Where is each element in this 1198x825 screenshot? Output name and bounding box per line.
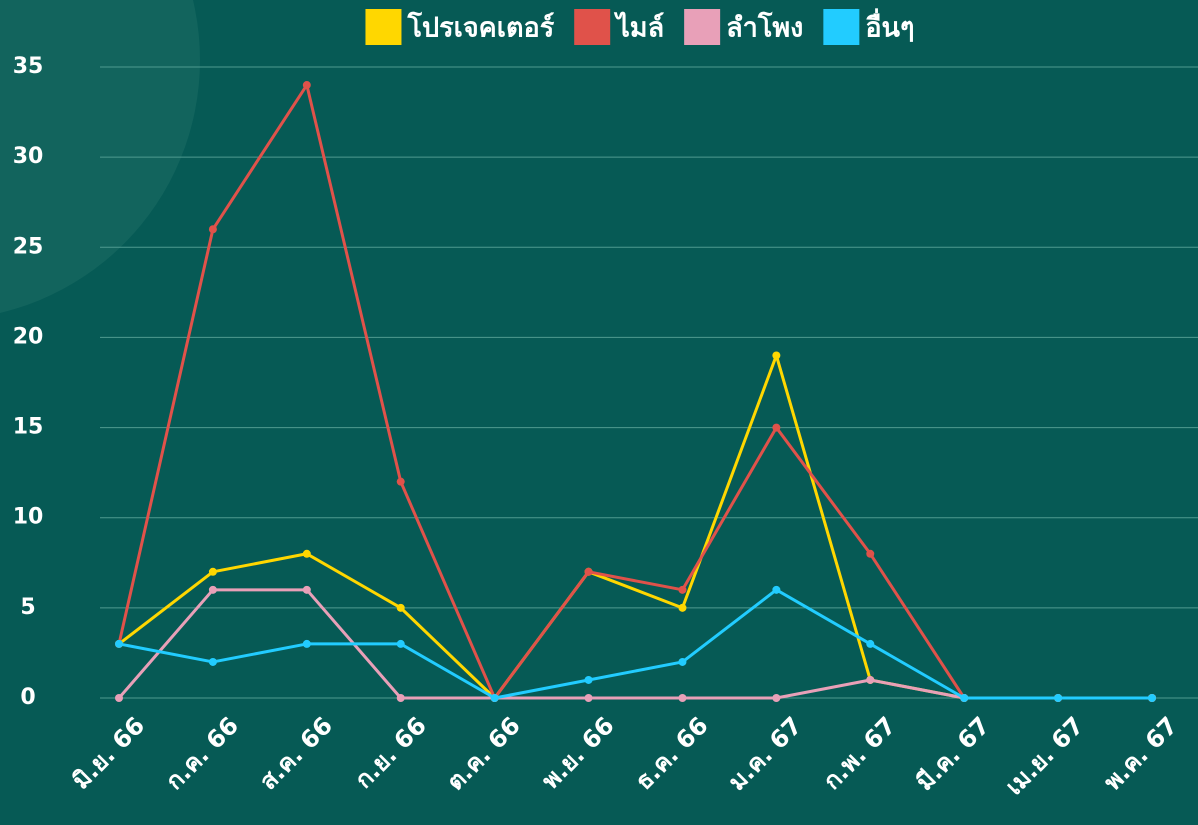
- legend-swatch: [365, 9, 402, 45]
- y-tick-label: 10: [13, 505, 44, 530]
- data-point: [772, 585, 781, 594]
- y-tick-label: 25: [13, 234, 44, 259]
- background-glow: [0, 306, 30, 534]
- series-line: [118, 588, 1152, 700]
- data-point: [302, 585, 311, 594]
- data-point: [115, 639, 123, 648]
- data-point: [678, 585, 687, 594]
- y-tick-label: 20: [13, 324, 44, 349]
- legend-label: อื่นๆ: [865, 8, 914, 44]
- data-point: [584, 694, 593, 702]
- legend-swatch: [684, 9, 721, 45]
- data-point: [302, 81, 311, 90]
- data-point: [302, 639, 311, 648]
- y-tick-label: 30: [13, 144, 44, 169]
- data-point: [678, 694, 687, 702]
- data-point: [584, 567, 593, 576]
- data-point: [866, 549, 875, 558]
- data-point: [1054, 694, 1063, 702]
- data-point: [866, 675, 875, 684]
- data-point: [208, 225, 217, 234]
- data-point: [678, 603, 687, 612]
- y-tick-label: 0: [20, 685, 35, 710]
- background-glow: [0, 0, 200, 313]
- data-point: [396, 639, 405, 648]
- legend: โปรเจคเตอร์ ไมล์ ลำโพง อื่นๆ: [365, 8, 915, 45]
- data-point: [208, 657, 217, 666]
- data-point: [678, 657, 687, 666]
- legend-label: โปรเจคเตอร์: [406, 11, 554, 44]
- data-point: [1148, 694, 1156, 702]
- data-point: [396, 694, 405, 702]
- data-point: [396, 603, 405, 612]
- data-point: [208, 567, 217, 576]
- data-point: [584, 675, 593, 684]
- y-tick-label: 35: [13, 54, 44, 79]
- legend-swatch: [823, 9, 860, 45]
- data-point: [302, 549, 311, 558]
- legend-swatch: [574, 9, 611, 45]
- data-point: [208, 585, 217, 594]
- data-point: [490, 694, 499, 702]
- data-point: [772, 351, 781, 360]
- y-tick-label: 15: [13, 415, 44, 440]
- data-point: [960, 694, 969, 702]
- data-point: [772, 423, 781, 432]
- legend-label: ลำโพง: [726, 11, 803, 44]
- data-point: [772, 694, 781, 702]
- data-point: [396, 477, 405, 486]
- legend-label: ไมล์: [613, 12, 664, 44]
- data-point: [866, 639, 875, 648]
- y-tick-label: 5: [20, 595, 35, 620]
- data-point: [115, 694, 123, 702]
